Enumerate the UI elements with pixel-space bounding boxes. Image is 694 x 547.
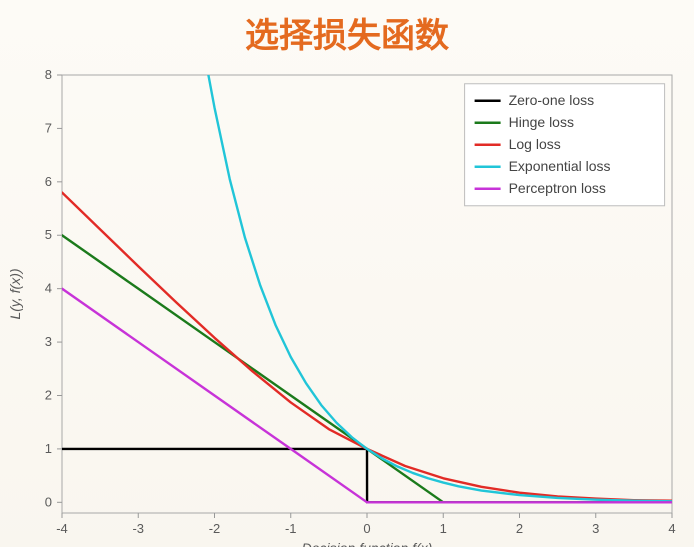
legend-label: Exponential loss: [509, 158, 611, 174]
y-tick-label: 7: [45, 120, 52, 135]
y-tick-label: 5: [45, 227, 52, 242]
y-tick-label: 2: [45, 387, 52, 402]
x-tick-label: 4: [668, 521, 675, 536]
x-axis-label: Decision function f(x): [302, 540, 433, 547]
y-tick-label: 8: [45, 67, 52, 82]
legend-label: Hinge loss: [509, 114, 574, 130]
y-tick-label: 3: [45, 334, 52, 349]
y-axis-label: L(y, f(x)): [7, 268, 23, 319]
y-tick-label: 4: [45, 281, 52, 296]
x-tick-label: -2: [209, 521, 221, 536]
y-tick-label: 6: [45, 174, 52, 189]
loss-functions-chart: -4 -3 -2 -1 0 1 2 3 4 0 1 2 3 4 5 6 7 8 Decision function …: [0, 61, 694, 547]
page-title: 选择损失函数: [0, 8, 694, 57]
x-tick-label: -1: [285, 521, 297, 536]
legend-label: Zero-one loss: [509, 92, 595, 108]
x-tick-label: 0: [363, 521, 370, 536]
legend-label: Perceptron loss: [509, 180, 606, 196]
legend-label: Log loss: [509, 136, 561, 152]
chart-svg: -4 -3 -2 -1 0 1 2 3 4 0 1 2 3 4 5 6 7 8 Decision function …: [0, 61, 694, 547]
y-tick-label: 1: [45, 441, 52, 456]
x-tick-label: 1: [440, 521, 447, 536]
x-tick-label: 2: [516, 521, 523, 536]
x-tick-label: -4: [56, 521, 68, 536]
x-tick-label: -3: [132, 521, 144, 536]
y-tick-label: 0: [45, 494, 52, 509]
x-tick-label: 3: [592, 521, 599, 536]
